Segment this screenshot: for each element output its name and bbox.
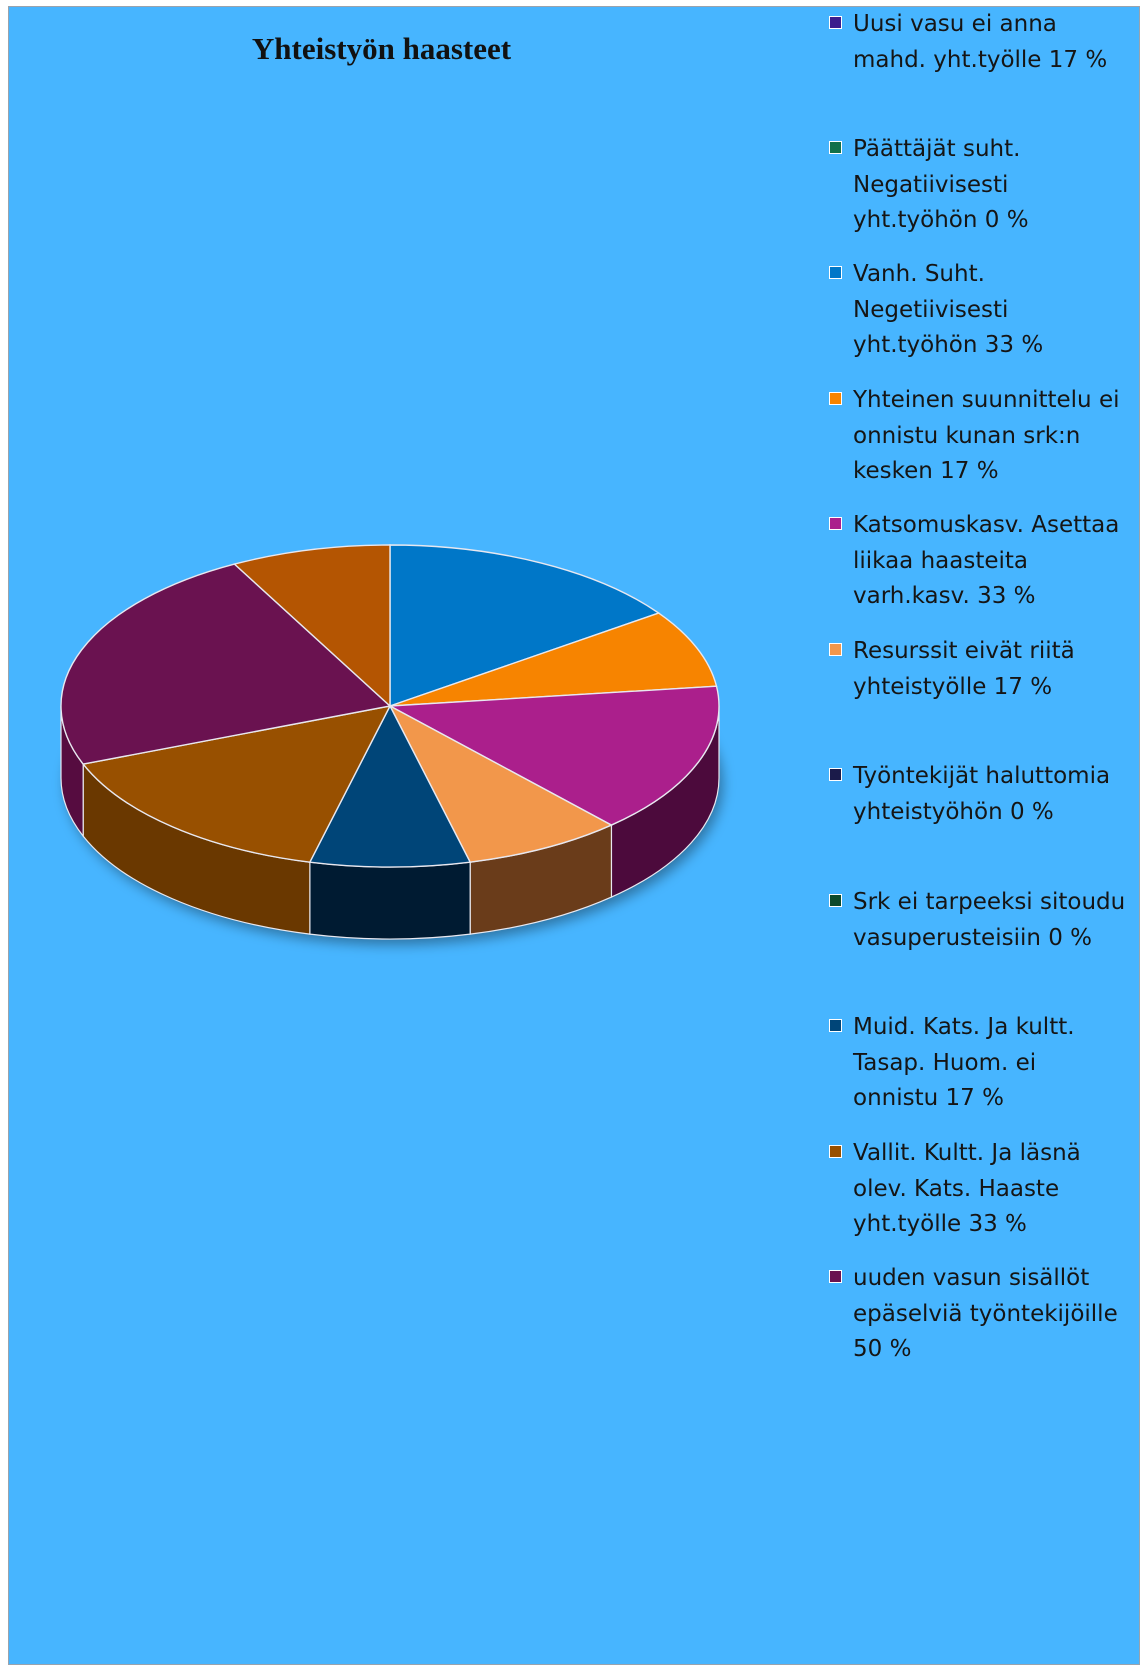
legend-swatch (829, 1145, 842, 1158)
pie-slice (81, 705, 392, 863)
legend-label: Vallit. Kultt. Ja läsnä olev. Kats. Haast… (853, 1136, 1139, 1243)
pie-slice (60, 563, 392, 765)
legend-label-line: Vallit. Kultt. Ja läsnä (853, 1140, 1081, 1166)
legend-label-line: Muid. Kats. Ja kultt. (853, 1014, 1075, 1040)
legend-label: Katsomuskasv. Asettaa liikaa haasteita var… (853, 508, 1139, 615)
legend-label-line: olev. Kats. Haaste (853, 1175, 1060, 1202)
pie-sides (60, 705, 720, 940)
legend-label-line: varh.kasv. 33 % (853, 583, 1036, 609)
legend-label-line: yhteistyöhön 0 % (853, 798, 1054, 825)
legend-label-line: Työntekijät haluttomia (853, 763, 1111, 789)
legend-label: Yhteinen suunnittelu ei onnistu kunan srk… (853, 383, 1139, 490)
legend-label: Työntekijät haluttomia yhteistyöhön 0 % (853, 759, 1139, 830)
legend-label: Uusi vasu ei anna mahd. yht.työlle 17 % (853, 7, 1139, 78)
legend-label: Päättäjät suht. Negatiivisesti yht.työhön … (853, 132, 1139, 239)
legend-label: Resurssit eivät riitä yhteistyölle 17 % (853, 634, 1139, 705)
legend-label-line: vasuperusteisiin 0 % (853, 924, 1093, 951)
legend-label-line: 50 % (853, 1336, 912, 1362)
legend-label-line: onnistu kunan srk:n (853, 422, 1081, 449)
chart-area: Yhteistyön haasteet Uusi vasu ei anna mah… (8, 6, 1140, 1665)
legend-swatch (829, 768, 842, 781)
legend-swatch (829, 141, 842, 154)
pie-slice (389, 612, 718, 707)
legend-label: Vanh. Suht. Negetiivisesti yht.työhön 33 % (853, 257, 1139, 364)
legend-swatch (829, 1270, 842, 1283)
legend-label-line: yht.työhön 33 % (853, 332, 1044, 358)
legend-label-line: Srk ei tarpeeksi sitoudu (853, 889, 1126, 915)
legend-swatch (829, 1019, 842, 1032)
legend-label-line: Vanh. Suht. (853, 261, 985, 287)
chart-title: Yhteistyön haasteet (251, 31, 512, 66)
legend-label: Muid. Kats. Ja kultt. Tasap. Huom. ei onni… (853, 1010, 1139, 1117)
legend-label-line: yht.työhön 0 % (853, 207, 1029, 233)
pie-slice (387, 685, 720, 826)
legend-label-line: Negatiivisesti (853, 171, 1009, 198)
legend-swatch (829, 894, 842, 907)
legend-label-line: kesken 17 % (853, 458, 999, 484)
legend-label-line: onnistu 17 % (853, 1085, 1004, 1111)
legend-label-line: mahd. yht.työlle 17 % (853, 46, 1108, 73)
legend-label-line: Negetiivisesti (853, 296, 1009, 323)
legend-label-line: Katsomuskasv. Asettaa (853, 512, 1120, 538)
legend-swatch (829, 266, 842, 279)
legend-label-line: liikaa haasteita (853, 547, 1029, 574)
legend-label-line: epäselviä työntekijöille (853, 1300, 1118, 1327)
pie-slice (308, 704, 472, 868)
legend-label-line: Resurssit eivät riitä (853, 638, 1075, 664)
pie-slice (233, 544, 391, 708)
legend-swatch (829, 643, 842, 656)
legend-swatch (829, 16, 842, 29)
legend-label: Srk ei tarpeeksi sitoudu vasuperusteisiin… (853, 885, 1139, 956)
pie-slice (389, 544, 661, 707)
legend-label-line: Uusi vasu ei anna (853, 11, 1057, 37)
pie-slice-side (309, 861, 471, 940)
legend-label-line: uuden vasun sisällöt (853, 1265, 1090, 1291)
pie-slice (388, 704, 614, 863)
legend-label-line: Yhteinen suunnittelu ei (853, 387, 1120, 413)
legend-label-line: yht.työlle 33 % (853, 1211, 1027, 1237)
legend-label-line: Päättäjät suht. (853, 136, 1021, 162)
legend-label: uuden vasun sisällöt epäselviä työntekijö… (853, 1261, 1139, 1368)
pie-chart (60, 544, 723, 945)
legend-label-line: Tasap. Huom. ei (853, 1049, 1037, 1076)
legend-swatch (829, 392, 842, 405)
legend-swatch (829, 517, 842, 530)
pie-top (60, 544, 720, 868)
legend-label-line: yhteistyölle 17 % (853, 673, 1053, 700)
